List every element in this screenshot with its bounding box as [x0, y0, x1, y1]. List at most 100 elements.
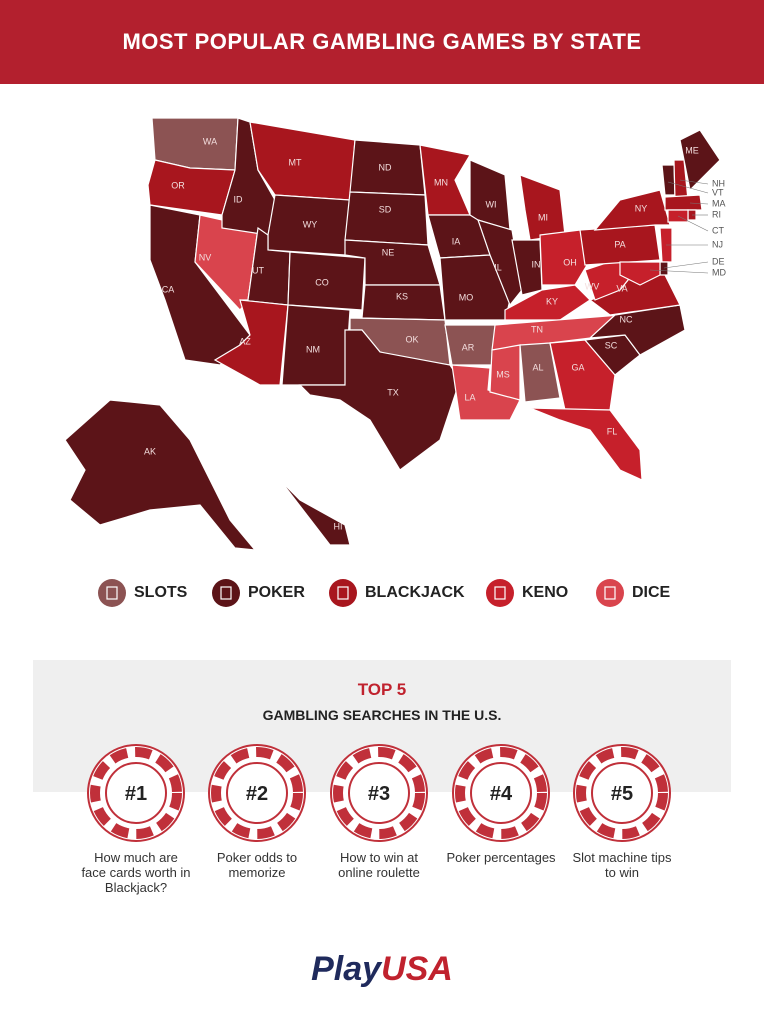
state-label: SD [379, 204, 392, 214]
chip-inner [348, 762, 410, 824]
state [519, 174, 566, 241]
chip-ring [90, 747, 182, 839]
state [664, 194, 703, 211]
chip-inner [470, 762, 532, 824]
state-label: DE [712, 256, 725, 266]
state [419, 144, 471, 216]
state-label: TN [531, 324, 543, 334]
state-label: IL [494, 262, 502, 272]
top5-subtitle: GAMBLING SEARCHES IN THE U.S. [262, 707, 502, 723]
state-label: AK [144, 446, 156, 456]
state-label: VA [616, 283, 627, 293]
header-title: MOST POPULAR GAMBLING GAMES BY STATE [0, 0, 764, 84]
state [344, 191, 429, 246]
leader-line [677, 215, 709, 232]
state [64, 399, 257, 551]
chip-ring [455, 747, 547, 839]
state [619, 261, 661, 286]
state-label: NM [306, 344, 320, 354]
state [549, 339, 616, 411]
legend-label: POKER [248, 584, 305, 601]
leader-line [679, 179, 709, 185]
state-label: GA [571, 362, 584, 372]
leader-line [663, 261, 709, 269]
state-label: ME [685, 145, 699, 155]
chip-caption: How to win at online roulette [338, 850, 420, 880]
state-label: HI [334, 521, 343, 531]
legend-swatch [486, 579, 514, 607]
chip-rank: #4 [490, 783, 513, 805]
map: WA OR CA NV ID MT WY UT AZ CO NM ND SD NE KS OK TX MN IA MO… [64, 117, 726, 607]
chips: #1 #2 #3 #4 #5 [87, 744, 671, 842]
state-label: UT [252, 265, 264, 275]
state [267, 194, 351, 256]
state-label: NY [635, 203, 648, 213]
state-label: TX [387, 387, 399, 397]
chip-caption: Slot machine tips to win [572, 850, 672, 880]
legend-icon [604, 586, 616, 600]
state-label: NV [199, 252, 212, 262]
state-label: MA [712, 198, 726, 208]
state [661, 164, 676, 196]
state-label: CA [162, 284, 175, 294]
state-label: OK [405, 334, 418, 344]
top5-title: TOP 5 [357, 680, 407, 699]
state-label: LA [464, 392, 475, 402]
state-label: KY [546, 296, 558, 306]
state-label: MD [712, 267, 726, 277]
chip-ring [211, 747, 303, 839]
chip-ring [333, 747, 425, 839]
leader-line [649, 269, 709, 274]
state-label: OH [563, 257, 577, 267]
state-label: MS [496, 369, 510, 379]
state-label: IN [532, 259, 541, 269]
state-label: OR [171, 180, 185, 190]
chip-rank: #3 [368, 783, 390, 805]
state-label: MO [459, 292, 474, 302]
state-label: AZ [239, 336, 251, 346]
state [679, 129, 721, 192]
state-label: CO [315, 277, 329, 287]
state [279, 479, 351, 546]
legend-swatch [596, 579, 624, 607]
logo-play: Play [311, 950, 382, 988]
state [489, 344, 521, 401]
state-label: MT [289, 157, 302, 167]
legend-icon [106, 586, 118, 600]
chip-rank: #1 [125, 783, 147, 805]
state-label: WV [585, 281, 600, 291]
state-label: ID [234, 194, 244, 204]
legend-label: BLACKJACK [365, 584, 465, 601]
state-label: RI [712, 209, 721, 219]
state [539, 229, 591, 286]
state [519, 342, 561, 403]
state-label: SC [605, 340, 618, 350]
state-label: AL [532, 362, 543, 372]
legend-icon [337, 586, 349, 600]
state-label: WY [303, 219, 318, 229]
state [659, 261, 669, 276]
leader-line [667, 181, 709, 194]
state-label: WA [203, 136, 217, 146]
leader-line [689, 202, 709, 205]
state-label: KS [396, 291, 408, 301]
state [361, 284, 446, 321]
state [298, 329, 461, 471]
state-label: NJ [712, 239, 723, 249]
state-label: FL [607, 426, 618, 436]
chip-ring [576, 747, 668, 839]
state [529, 407, 643, 481]
chip-caption: Poker odds to memorize [216, 850, 298, 880]
legend-swatch [329, 579, 357, 607]
legend-label: SLOTS [134, 584, 188, 601]
chip-rank: #2 [246, 783, 268, 805]
state-label: PA [614, 239, 625, 249]
state [287, 251, 366, 311]
state-label: CT [712, 225, 724, 235]
chip-inner [591, 762, 653, 824]
legend-label: KENO [522, 584, 568, 601]
legend-swatch [212, 579, 240, 607]
logo-usa: USA [381, 950, 453, 988]
state-label: IA [452, 236, 461, 246]
